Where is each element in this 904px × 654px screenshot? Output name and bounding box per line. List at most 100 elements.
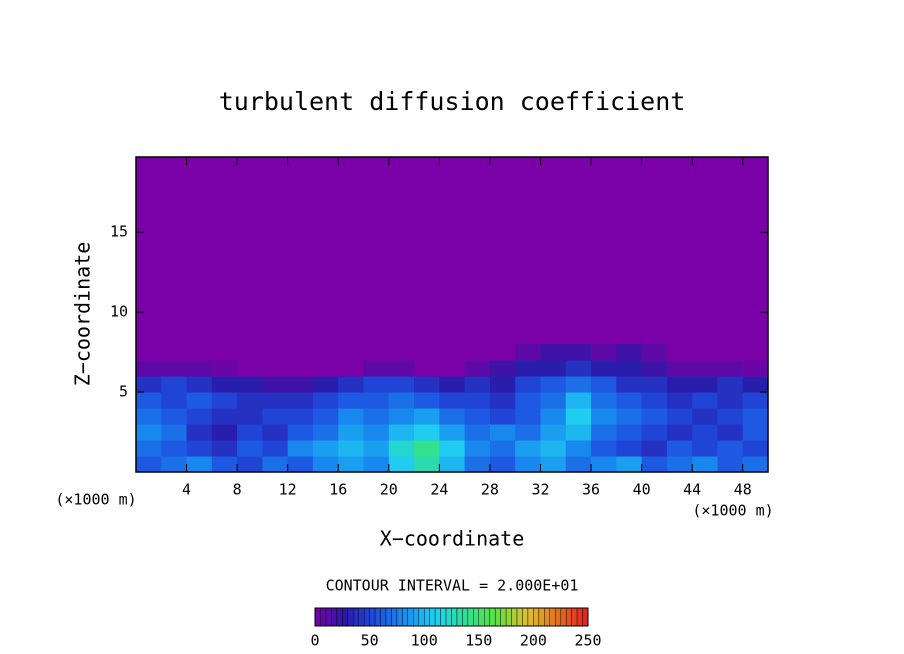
heat-cell bbox=[211, 392, 238, 409]
heat-cell bbox=[692, 408, 718, 425]
heat-cell bbox=[717, 392, 744, 409]
colorbar-swatch bbox=[511, 607, 518, 627]
colorbar-tick-label: 50 bbox=[361, 632, 379, 650]
heat-cell bbox=[641, 360, 668, 377]
x-tick-label: 44 bbox=[683, 481, 701, 499]
heat-cell bbox=[515, 456, 541, 473]
heat-cell bbox=[616, 456, 643, 473]
x-unit-label: (×1000 m) bbox=[692, 502, 773, 520]
heat-cell bbox=[464, 360, 491, 377]
heat-cell bbox=[262, 408, 289, 425]
heat-cell bbox=[312, 360, 339, 377]
colorbar-swatch bbox=[320, 607, 327, 627]
x-tick-label: 16 bbox=[329, 481, 347, 499]
heat-cell bbox=[717, 408, 744, 425]
colorbar-swatch bbox=[516, 607, 523, 627]
colorbar-swatch bbox=[505, 607, 512, 627]
heat-cell bbox=[742, 360, 769, 377]
heat-cell bbox=[641, 408, 668, 425]
heat-cell bbox=[591, 376, 617, 393]
heat-cell bbox=[692, 424, 718, 441]
heat-cell bbox=[540, 376, 567, 393]
heat-cell bbox=[742, 456, 769, 473]
colorbar-swatch bbox=[445, 607, 452, 627]
colorbar-swatch bbox=[571, 607, 578, 627]
heat-cell bbox=[237, 456, 263, 473]
colorbar-tick-label: 100 bbox=[411, 632, 438, 650]
heat-cell bbox=[388, 360, 415, 377]
heat-cell bbox=[136, 392, 162, 409]
heat-cell bbox=[565, 392, 592, 409]
heat-cell bbox=[161, 440, 188, 457]
heat-cell bbox=[515, 360, 541, 377]
heat-cell bbox=[565, 344, 592, 361]
colorbar-swatch bbox=[489, 607, 496, 627]
colorbar-swatch bbox=[434, 607, 441, 627]
heat-cell bbox=[211, 440, 238, 457]
heat-cell bbox=[540, 344, 567, 361]
heat-cell bbox=[540, 360, 567, 377]
colorbar-swatch bbox=[500, 607, 507, 627]
heat-cell bbox=[287, 392, 314, 409]
heat-cell bbox=[464, 392, 491, 409]
heat-cell bbox=[439, 376, 466, 393]
colorbar-swatch bbox=[494, 607, 501, 627]
heat-cell bbox=[464, 440, 491, 457]
heat-cell bbox=[363, 360, 390, 377]
heat-cell bbox=[515, 392, 541, 409]
heat-cell bbox=[692, 392, 718, 409]
heat-cell bbox=[363, 344, 390, 361]
heat-cell bbox=[641, 424, 668, 441]
colorbar-swatch bbox=[440, 607, 447, 627]
heat-cell bbox=[616, 392, 643, 409]
colorbar-swatch bbox=[418, 607, 425, 627]
heat-cell bbox=[237, 344, 263, 361]
heat-cell bbox=[489, 392, 516, 409]
heat-cell bbox=[666, 440, 693, 457]
heat-cell bbox=[287, 360, 314, 377]
heat-cell bbox=[439, 392, 466, 409]
heat-cell bbox=[312, 408, 339, 425]
heat-cell bbox=[161, 376, 188, 393]
colorbar-swatch bbox=[391, 607, 398, 627]
colorbar-swatch bbox=[538, 607, 545, 627]
colorbar-swatch bbox=[413, 607, 419, 627]
colorbar-swatch bbox=[451, 607, 458, 627]
heat-cell bbox=[211, 424, 238, 441]
colorbar-swatch bbox=[385, 607, 392, 627]
heat-cell bbox=[464, 376, 491, 393]
heat-cell bbox=[591, 360, 617, 377]
heat-cell bbox=[414, 440, 440, 457]
heat-cell bbox=[489, 456, 516, 473]
heat-cell bbox=[312, 424, 339, 441]
heat-cell bbox=[540, 408, 567, 425]
heat-cell bbox=[464, 424, 491, 441]
heat-cell bbox=[312, 376, 339, 393]
colorbar-swatch bbox=[342, 607, 348, 627]
colorbar-swatch bbox=[462, 607, 469, 627]
heat-cell bbox=[666, 456, 693, 473]
x-tick-label: 48 bbox=[734, 481, 752, 499]
heat-cell bbox=[287, 456, 314, 473]
heat-cell bbox=[388, 344, 415, 361]
heat-cell bbox=[666, 408, 693, 425]
heat-cell bbox=[388, 392, 415, 409]
heat-cell bbox=[338, 376, 365, 393]
heat-cell bbox=[287, 376, 314, 393]
heat-cell bbox=[363, 424, 390, 441]
x-unit-label: (×1000 m) bbox=[55, 491, 136, 509]
heat-cell bbox=[363, 440, 390, 457]
heat-cell bbox=[439, 408, 466, 425]
heat-cell bbox=[363, 456, 390, 473]
x-tick-label: 36 bbox=[582, 481, 600, 499]
heat-cell bbox=[692, 456, 718, 473]
heat-cell bbox=[262, 376, 289, 393]
heat-cell bbox=[388, 440, 415, 457]
colorbar-swatch bbox=[560, 607, 567, 627]
heat-cell bbox=[414, 360, 440, 377]
heat-cell bbox=[388, 424, 415, 441]
heat-cell bbox=[363, 408, 390, 425]
heat-cell bbox=[237, 424, 263, 441]
heat-cell bbox=[540, 392, 567, 409]
